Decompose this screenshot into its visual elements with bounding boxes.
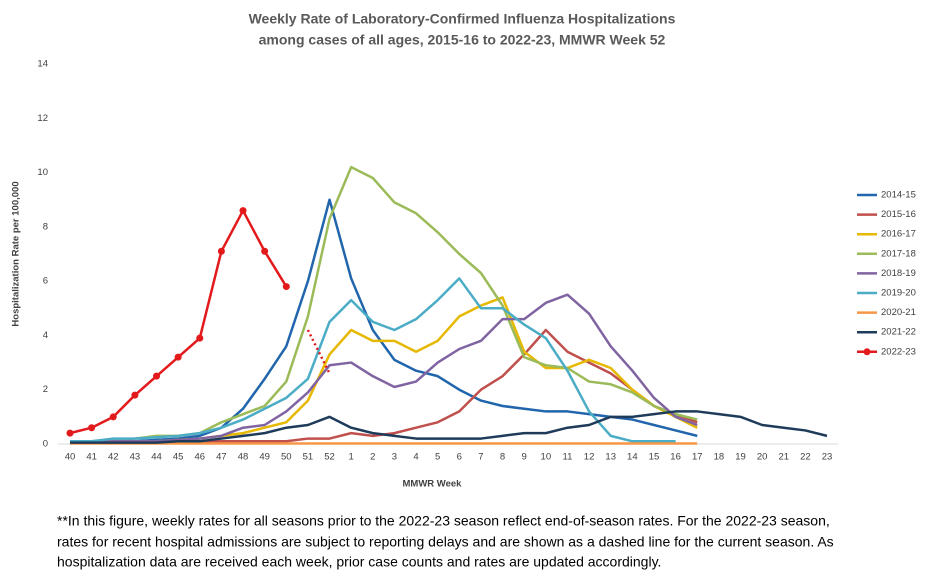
marker	[261, 247, 269, 255]
x-tick-label: 4	[413, 452, 418, 463]
legend-marker	[863, 348, 871, 356]
x-tick-label: 11	[563, 452, 573, 463]
legend-label: 2021-22	[881, 327, 916, 338]
footnote: hospitalization data are received each w…	[57, 554, 661, 570]
x-tick-label: 45	[173, 452, 184, 463]
legend-label: 2015-16	[881, 209, 916, 220]
x-tick-label: 40	[65, 452, 76, 463]
x-tick-label: 10	[541, 452, 552, 463]
x-tick-label: 5	[435, 452, 440, 463]
y-tick-label: 8	[43, 221, 48, 232]
x-tick-label: 41	[86, 452, 97, 463]
x-tick-label: 49	[259, 452, 270, 463]
x-tick-label: 52	[324, 452, 335, 463]
marker	[174, 353, 182, 361]
marker	[153, 372, 161, 380]
x-tick-label: 2	[370, 452, 375, 463]
marker	[109, 413, 117, 421]
x-axis-label: MMWR Week	[403, 479, 463, 490]
marker	[239, 207, 247, 215]
y-tick-label: 0	[43, 439, 48, 450]
y-tick-label: 12	[37, 113, 48, 124]
legend-label: 2020-21	[881, 307, 916, 318]
footnote: rates for recent hospital admissions are…	[57, 534, 834, 550]
series-line	[70, 277, 676, 443]
x-tick-label: 21	[778, 452, 789, 463]
legend-label: 2017-18	[881, 248, 916, 259]
marker	[282, 283, 290, 291]
legend-label: 2018-19	[881, 268, 916, 279]
chart-title: among cases of all ages, 2015-16 to 2022…	[259, 32, 666, 48]
legend-label: 2022-23	[881, 346, 916, 357]
x-tick-label: 46	[194, 452, 205, 463]
y-tick-label: 14	[37, 59, 48, 70]
x-tick-label: 17	[692, 452, 703, 463]
x-tick-label: 23	[822, 452, 833, 463]
series-line-dashed	[306, 329, 331, 374]
marker	[66, 429, 74, 437]
x-tick-label: 13	[605, 452, 616, 463]
x-tick-label: 47	[216, 452, 227, 463]
marker	[131, 391, 139, 399]
series-line	[70, 410, 828, 444]
y-tick-label: 2	[43, 384, 48, 395]
x-tick-label: 48	[238, 452, 249, 463]
x-tick-label: 19	[735, 452, 746, 463]
series-line	[70, 165, 698, 443]
marker	[196, 334, 204, 342]
x-tick-label: 1	[349, 452, 354, 463]
legend-label: 2014-15	[881, 190, 916, 201]
x-tick-label: 9	[522, 452, 527, 463]
y-axis-label: Hospitalization Rate per 100,000	[11, 181, 22, 326]
x-tick-label: 3	[392, 452, 397, 463]
series-line	[70, 293, 698, 444]
x-tick-label: 8	[500, 452, 505, 463]
marker	[217, 247, 225, 255]
legend-label: 2019-20	[881, 288, 916, 299]
footnote: **In this figure, weekly rates for all s…	[57, 513, 830, 529]
y-tick-label: 4	[43, 330, 48, 341]
x-tick-label: 42	[108, 452, 119, 463]
series-line	[70, 198, 698, 444]
chart-title: Weekly Rate of Laboratory-Confirmed Infl…	[249, 11, 676, 27]
x-tick-label: 14	[627, 452, 638, 463]
x-tick-label: 20	[757, 452, 768, 463]
y-tick-label: 10	[37, 167, 48, 178]
x-tick-label: 22	[800, 452, 811, 463]
legend-label: 2016-17	[881, 229, 916, 240]
x-tick-label: 43	[130, 452, 141, 463]
x-tick-label: 12	[584, 452, 595, 463]
series-line	[69, 209, 288, 435]
x-tick-label: 7	[478, 452, 483, 463]
marker	[88, 424, 96, 432]
x-tick-label: 18	[714, 452, 725, 463]
x-tick-label: 44	[151, 452, 162, 463]
x-tick-label: 51	[303, 452, 314, 463]
x-tick-label: 6	[457, 452, 462, 463]
x-tick-label: 15	[649, 452, 660, 463]
y-tick-label: 6	[43, 276, 48, 287]
x-tick-label: 50	[281, 452, 292, 463]
x-tick-label: 16	[670, 452, 681, 463]
